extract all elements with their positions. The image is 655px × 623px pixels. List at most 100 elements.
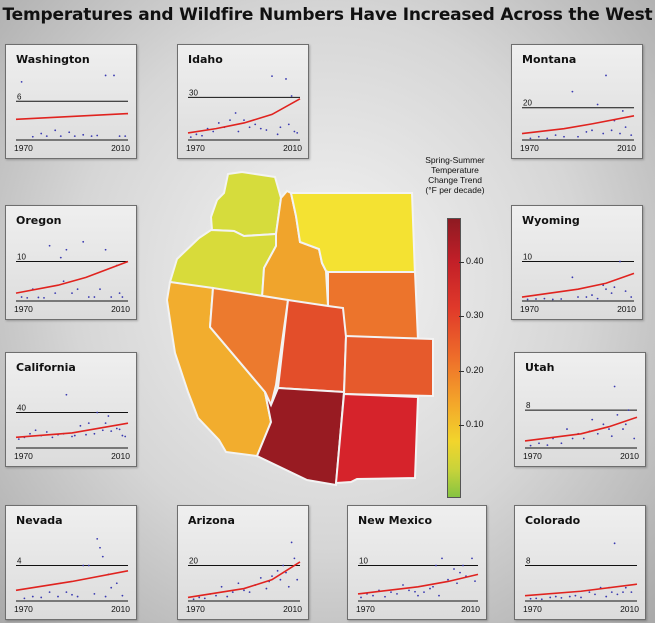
panel-plot: 4 1970 2010 xyxy=(14,537,130,614)
panel-plot: 40 1970 2010 xyxy=(14,393,130,461)
data-point xyxy=(37,296,40,299)
data-point xyxy=(201,134,203,137)
data-point xyxy=(402,584,404,586)
data-point xyxy=(594,593,596,596)
data-point xyxy=(271,75,273,77)
data-point xyxy=(560,596,563,599)
data-point xyxy=(110,430,113,433)
data-point xyxy=(571,276,574,279)
data-point xyxy=(582,437,585,440)
data-point xyxy=(110,296,113,298)
data-point xyxy=(259,127,262,130)
data-point xyxy=(474,580,476,583)
panel-title: New Mexico xyxy=(358,514,433,527)
reference-line-label: 8 xyxy=(526,401,531,410)
panel-title: Idaho xyxy=(188,53,223,66)
data-point xyxy=(118,428,121,431)
data-point xyxy=(101,555,104,558)
reference-line-label: 30 xyxy=(189,88,198,97)
data-point xyxy=(48,591,51,594)
data-point xyxy=(296,578,299,581)
trend-line xyxy=(187,98,301,134)
data-point xyxy=(543,297,546,300)
data-point xyxy=(237,582,240,585)
data-point xyxy=(591,129,593,132)
panel-plot: 8 1970 2010 xyxy=(523,542,639,614)
x-tick-label: 1970 xyxy=(523,451,542,461)
trend-line xyxy=(357,573,479,595)
trend-line xyxy=(521,115,635,135)
data-point xyxy=(62,280,65,283)
data-point xyxy=(82,133,85,136)
data-point xyxy=(99,546,101,549)
trend-line xyxy=(524,416,638,442)
data-point xyxy=(560,298,563,300)
data-point xyxy=(73,135,76,138)
data-point xyxy=(384,595,386,598)
panel-title: Wyoming xyxy=(522,214,580,227)
data-point xyxy=(435,564,437,567)
data-point xyxy=(602,132,605,135)
data-point xyxy=(115,582,118,585)
data-point xyxy=(596,297,599,300)
data-point xyxy=(279,578,282,581)
panel-plot: 10 1970 2010 xyxy=(356,557,480,615)
data-point xyxy=(285,571,287,574)
color-scale-tick-mark xyxy=(459,425,464,427)
data-point xyxy=(390,591,392,594)
data-point xyxy=(203,597,206,600)
panel-colorado: Colorado 8 1970 2010 xyxy=(514,505,646,620)
data-point xyxy=(571,437,574,440)
x-tick-label: 1970 xyxy=(520,143,539,153)
data-point xyxy=(17,438,20,441)
western-states-map xyxy=(150,160,440,495)
x-tick-label: 2010 xyxy=(617,143,636,153)
data-point xyxy=(414,590,416,593)
data-point xyxy=(101,429,104,432)
panel-new-mexico: New Mexico 10 1970 2010 xyxy=(347,505,487,620)
data-point xyxy=(293,130,296,133)
x-tick-label: 1970 xyxy=(356,604,375,614)
data-point xyxy=(447,578,449,581)
data-point xyxy=(124,435,127,438)
data-point xyxy=(408,589,410,592)
panel-plot: 10 1970 2010 xyxy=(14,240,130,314)
panel-plot: 8 1970 2010 xyxy=(523,385,639,461)
data-point xyxy=(462,564,464,567)
data-point xyxy=(577,296,579,298)
data-point xyxy=(417,594,419,597)
data-point xyxy=(610,435,613,438)
panel-utah: Utah 8 1970 2010 xyxy=(514,352,646,467)
x-tick-label: 1970 xyxy=(186,143,205,153)
data-point xyxy=(624,423,627,426)
panel-title: California xyxy=(16,361,76,374)
data-point xyxy=(613,286,616,289)
data-point xyxy=(551,298,554,301)
data-point xyxy=(630,134,633,137)
data-point xyxy=(529,597,532,600)
panel-washington: Washington 6 1970 2010 xyxy=(5,44,137,159)
data-point xyxy=(438,594,440,597)
data-point xyxy=(526,298,529,301)
data-point xyxy=(231,591,234,594)
data-point xyxy=(591,418,594,421)
data-point xyxy=(96,411,99,414)
legend-title-line: Spring-Summer xyxy=(425,155,485,165)
data-point xyxy=(76,288,79,291)
panel-montana: Montana 20 1970 2010 xyxy=(511,44,643,159)
data-point xyxy=(124,135,127,138)
data-point xyxy=(441,557,443,560)
data-point xyxy=(243,119,245,122)
panel-title: Nevada xyxy=(16,514,63,527)
data-point xyxy=(29,432,31,435)
panel-idaho: Idaho 30 1970 2010 xyxy=(177,44,309,159)
reference-line-label: 10 xyxy=(17,253,26,262)
data-point xyxy=(624,126,627,128)
data-point xyxy=(621,110,624,112)
data-point xyxy=(633,437,636,440)
data-point xyxy=(57,595,59,598)
data-point xyxy=(118,135,121,138)
reference-line-label: 6 xyxy=(17,92,22,101)
map-state-new-mexico xyxy=(334,392,420,485)
data-point xyxy=(31,595,34,598)
